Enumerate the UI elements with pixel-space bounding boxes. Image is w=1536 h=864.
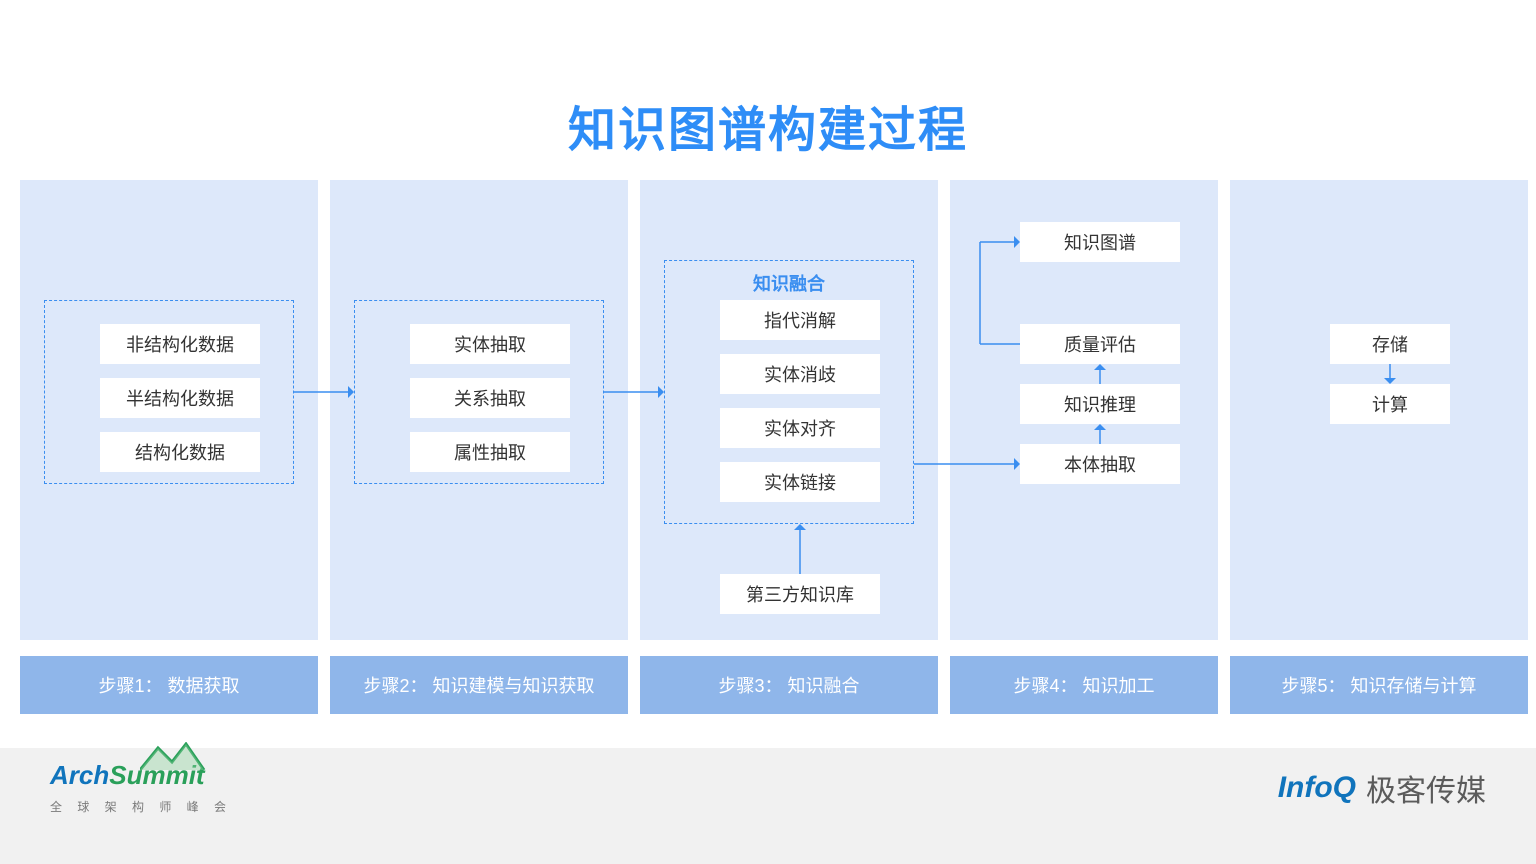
slide: 知识图谱构建过程 非结构化数据半结构化数据结构化数据实体抽取关系抽取属性抽取知识… xyxy=(0,0,1536,864)
steps-container: 步骤1： 数据获取步骤2： 知识建模与知识获取步骤3： 知识融合步骤4： 知识加… xyxy=(20,656,1528,714)
logo-geek-text: 极客传媒 xyxy=(1366,766,1486,810)
logo-right: InfoQ 极客传媒 xyxy=(1278,766,1486,810)
step-label: 步骤3： 知识融合 xyxy=(640,656,938,714)
footer: ArchSummit 全 球 架 构 师 峰 会 InfoQ 极客传媒 xyxy=(0,748,1536,864)
logo-left-subtitle: 全 球 架 构 师 峰 会 xyxy=(50,798,232,815)
logo-archsummit: ArchSummit xyxy=(50,760,205,791)
slide-title: 知识图谱构建过程 xyxy=(0,90,1536,160)
step-label: 步骤1： 数据获取 xyxy=(20,656,318,714)
step-label: 步骤5： 知识存储与计算 xyxy=(1230,656,1528,714)
step-label: 步骤4： 知识加工 xyxy=(950,656,1218,714)
arrows-layer xyxy=(20,180,1516,640)
logo-arch-text: Arch xyxy=(50,760,109,790)
step-label: 步骤2： 知识建模与知识获取 xyxy=(330,656,628,714)
logo-infoq: InfoQ xyxy=(1278,771,1356,805)
